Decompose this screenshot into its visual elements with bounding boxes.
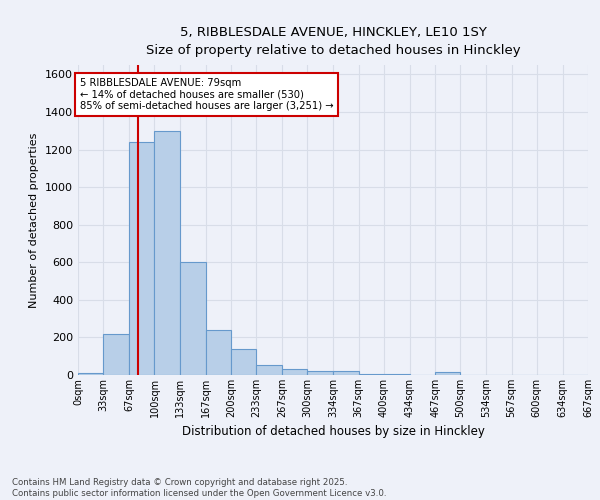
Bar <box>256 364 282 375</box>
Bar <box>231 348 256 375</box>
Bar <box>307 371 334 375</box>
Bar <box>384 374 410 375</box>
Text: Contains HM Land Registry data © Crown copyright and database right 2025.
Contai: Contains HM Land Registry data © Crown c… <box>12 478 386 498</box>
Bar <box>282 370 307 375</box>
X-axis label: Distribution of detached houses by size in Hinckley: Distribution of detached houses by size … <box>182 426 484 438</box>
Bar <box>206 330 231 375</box>
Bar <box>103 334 129 375</box>
Bar <box>359 374 384 375</box>
Bar <box>129 142 154 375</box>
Bar <box>334 371 359 375</box>
Bar <box>154 131 179 375</box>
Title: 5, RIBBLESDALE AVENUE, HINCKLEY, LE10 1SY
Size of property relative to detached : 5, RIBBLESDALE AVENUE, HINCKLEY, LE10 1S… <box>146 26 520 57</box>
Y-axis label: Number of detached properties: Number of detached properties <box>29 132 40 308</box>
Bar <box>435 372 460 375</box>
Text: 5 RIBBLESDALE AVENUE: 79sqm
← 14% of detached houses are smaller (530)
85% of se: 5 RIBBLESDALE AVENUE: 79sqm ← 14% of det… <box>80 78 333 112</box>
Bar <box>179 262 206 375</box>
Bar <box>78 373 103 375</box>
